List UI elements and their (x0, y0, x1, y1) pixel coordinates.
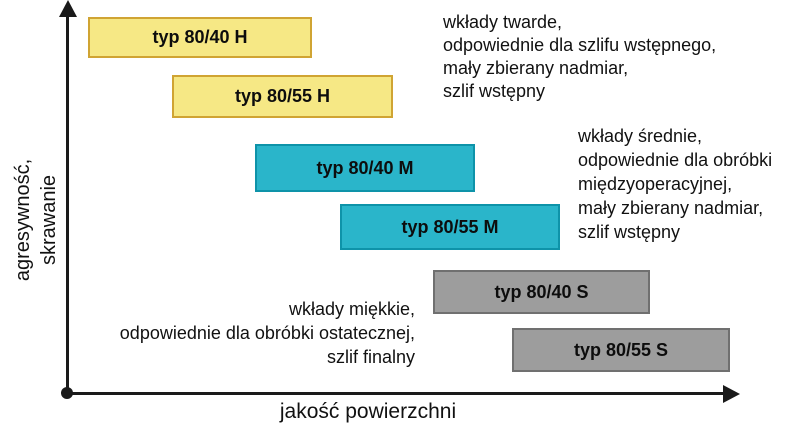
x-axis-label: jakość powierzchni (279, 400, 457, 423)
bar-typ-80-55-s: typ 80/55 S (512, 328, 730, 372)
annotation-medium-inserts: wkłady średnie, odpowiednie dla obróbki … (578, 126, 773, 242)
x-axis-arrow-icon (723, 385, 740, 403)
annotation-soft-inserts: wkłady miękkie, odpowiednie dla obróbki … (119, 299, 415, 367)
bar-label: typ 80/55 S (573, 339, 669, 360)
bar-typ-80-40-s: typ 80/40 S (433, 270, 650, 314)
bar-label: typ 80/55 M (401, 216, 499, 237)
bar-label: typ 80/40 M (316, 157, 414, 178)
bar-label: typ 80/40 H (152, 27, 248, 47)
bar-typ-80-40-m: typ 80/40 M (255, 144, 475, 192)
x-axis-line (67, 392, 727, 395)
bar-label: typ 80/40 S (494, 281, 589, 302)
bar-typ-80-40-h: typ 80/40 H (88, 17, 312, 58)
bar-typ-80-55-h: typ 80/55 H (172, 75, 393, 118)
bar-label: typ 80/55 H (234, 86, 331, 106)
bar-typ-80-55-m: typ 80/55 M (340, 204, 560, 250)
y-axis-line (66, 10, 69, 394)
y-axis-label: agresywność, skrawanie (12, 158, 60, 282)
y-axis-arrow-icon (59, 0, 77, 17)
axes-origin-dot (61, 387, 73, 399)
annotation-hard-inserts: wkłady twarde, odpowiednie dla szlifu ws… (443, 12, 717, 101)
